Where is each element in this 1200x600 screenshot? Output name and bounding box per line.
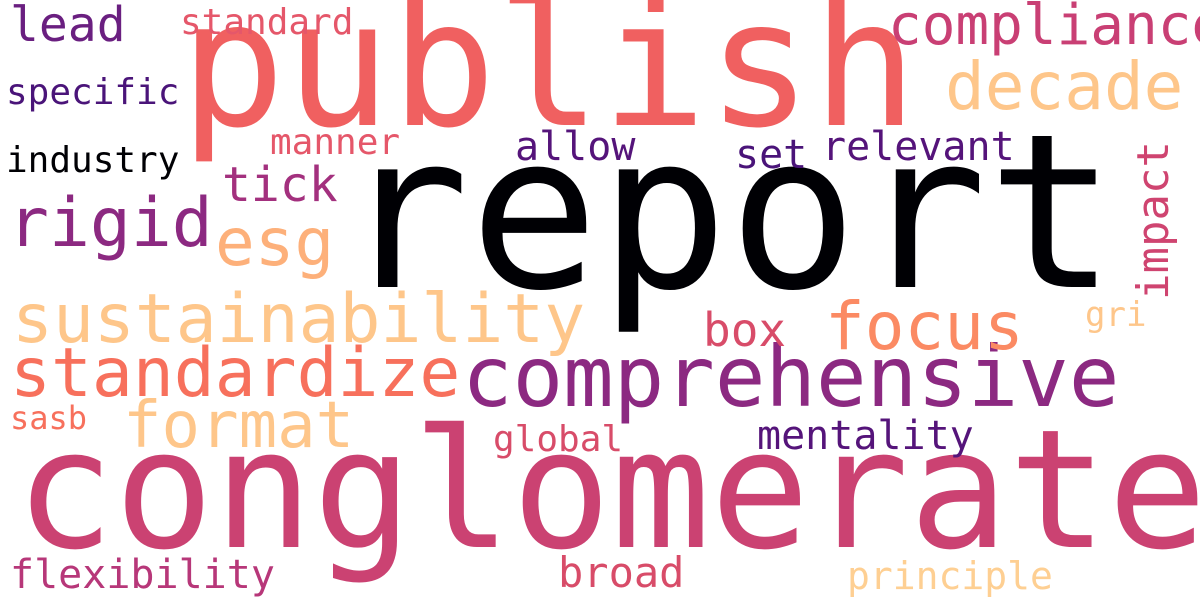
word-principle: principle (847, 554, 1053, 598)
word-manner: manner (270, 122, 401, 163)
word-allow: allow (515, 124, 636, 170)
word-sustainability: sustainability (12, 280, 586, 359)
word-industry: industry (6, 140, 180, 181)
word-global: global (493, 419, 624, 460)
word-format: format (123, 389, 355, 463)
word-publish: publish (180, 0, 918, 167)
word-standard: standard (180, 2, 354, 43)
word-gri: gri (1085, 295, 1147, 335)
word-set: set (735, 132, 808, 178)
word-tick: tick (222, 157, 338, 213)
word-specific: specific (6, 72, 180, 113)
word-focus: focus (825, 288, 1024, 365)
word-flexibility: flexibility (10, 552, 275, 598)
word-mentality: mentality (757, 413, 974, 459)
word-compliance: compliance (888, 0, 1200, 58)
word-broad: broad (558, 548, 685, 597)
word-standardize: standardize (10, 334, 461, 413)
word-relevant: relevant (822, 124, 1015, 170)
word-report: report (340, 87, 1117, 338)
word-decade: decade (945, 48, 1184, 125)
word-lead: lead (10, 0, 126, 53)
word-sasb: sasb (10, 399, 88, 437)
word-conglomerate: conglomerate (15, 394, 1200, 586)
word-rigid: rigid (8, 184, 213, 263)
word-box: box (703, 303, 787, 357)
word-comprehensive: comprehensive (462, 328, 1120, 426)
word-impact: impact (1128, 141, 1179, 300)
word-esg: esg (215, 204, 335, 281)
